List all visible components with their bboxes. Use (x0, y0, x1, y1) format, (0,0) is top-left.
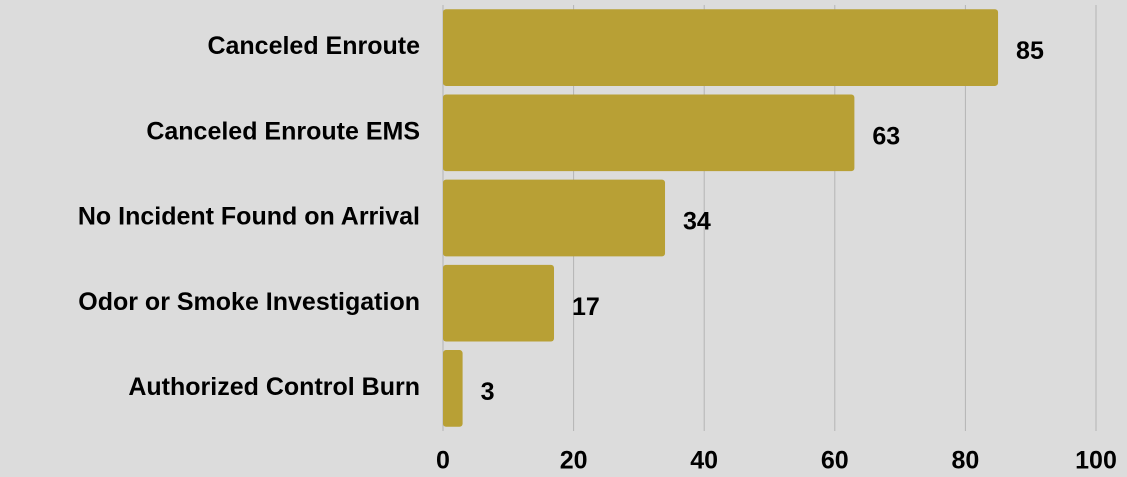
bar (443, 9, 999, 86)
y-tick-label: No Incident Found on Arrival (78, 203, 420, 231)
x-tick-label: 100 (1075, 447, 1117, 475)
bar (443, 179, 666, 257)
data-label: 3 (481, 378, 495, 406)
data-label: 63 (872, 122, 900, 150)
y-tick-label: Authorized Control Burn (128, 373, 420, 401)
bar (443, 350, 463, 427)
data-label: 34 (683, 208, 711, 236)
x-tick-label: 60 (821, 447, 849, 475)
x-tick-label: 80 (951, 447, 979, 475)
x-tick-label: 0 (436, 447, 450, 475)
y-tick-label: Canceled Enroute EMS (146, 117, 420, 145)
y-tick-label: Odor or Smoke Investigation (78, 288, 420, 316)
x-tick-label: 20 (560, 447, 588, 475)
bar (443, 94, 855, 172)
x-tick-label: 40 (690, 447, 718, 475)
bar (443, 264, 555, 342)
data-label: 85 (1016, 37, 1044, 65)
data-label: 17 (572, 293, 600, 321)
y-tick-label: Canceled Enroute (207, 32, 420, 60)
